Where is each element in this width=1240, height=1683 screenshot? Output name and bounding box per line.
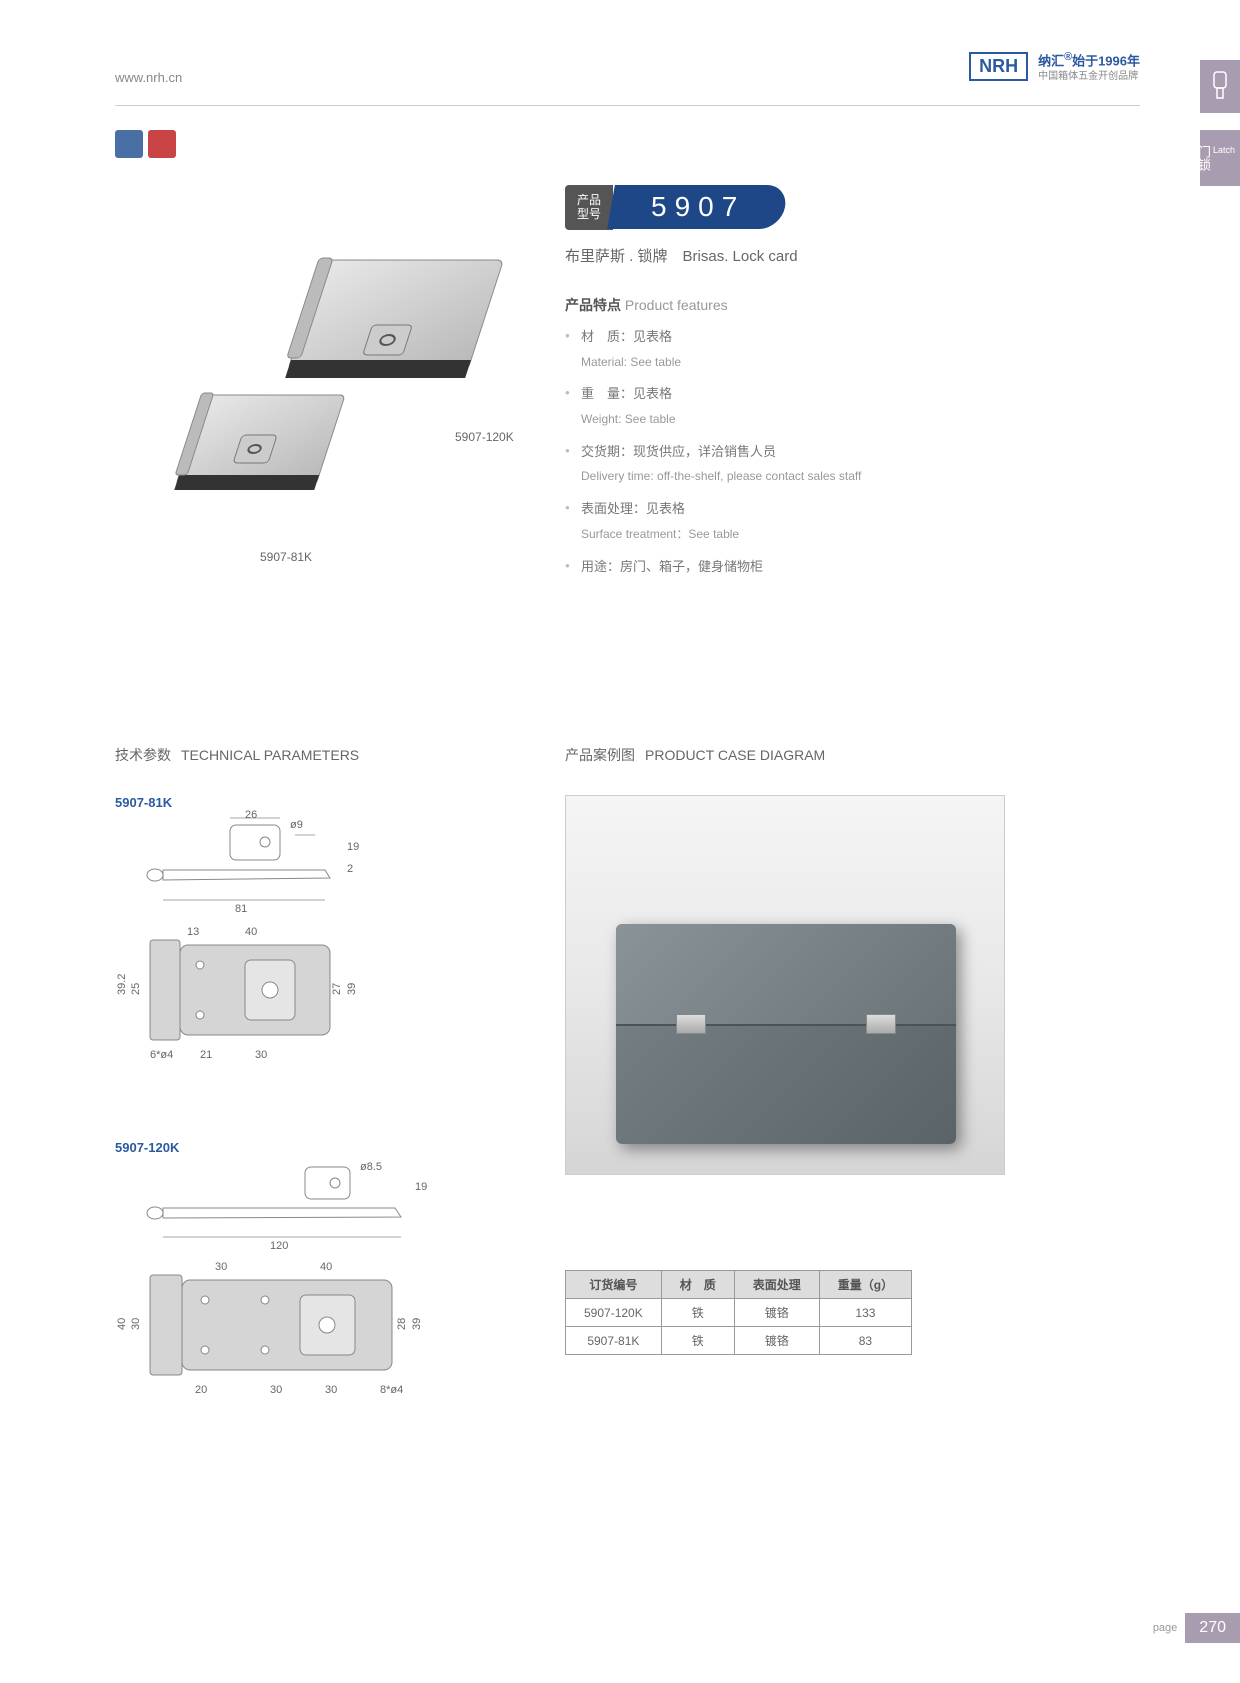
svg-text:39: 39: [411, 1318, 423, 1330]
svg-text:ø9: ø9: [290, 819, 303, 831]
side-tab-label: Latch 门锁: [1200, 130, 1240, 186]
svg-text:13: 13: [187, 926, 199, 938]
svg-text:25: 25: [130, 983, 142, 995]
svg-text:ø8.5: ø8.5: [360, 1161, 382, 1173]
svg-text:39.2: 39.2: [116, 974, 128, 995]
svg-text:30: 30: [270, 1384, 282, 1396]
svg-text:28: 28: [396, 1318, 408, 1330]
table-row: 5907-120K铁镀铬133: [566, 1299, 912, 1327]
svg-text:21: 21: [200, 1049, 212, 1061]
tool-icon: [115, 130, 143, 158]
svg-text:20: 20: [195, 1384, 207, 1396]
case-diagram-title: 产品案例图PRODUCT CASE DIAGRAM: [565, 745, 825, 765]
svg-text:81: 81: [235, 903, 247, 915]
svg-text:30: 30: [215, 1261, 227, 1273]
side-tab-icon: [1200, 60, 1240, 113]
svg-text:120: 120: [270, 1240, 288, 1252]
svg-text:6*ø4: 6*ø4: [150, 1049, 173, 1061]
spec-table: 订货编号 材 质 表面处理 重量（g） 5907-120K铁镀铬133 5907…: [565, 1270, 912, 1355]
svg-text:30: 30: [130, 1318, 142, 1330]
product-label-2: 5907-81K: [260, 550, 312, 564]
product-name: 布里萨斯 . 锁牌 Brisas. Lock card: [565, 245, 798, 266]
svg-text:19: 19: [347, 841, 359, 853]
svg-text:30: 30: [255, 1049, 267, 1061]
page-number: page 270: [1153, 1613, 1240, 1643]
svg-text:26: 26: [245, 810, 257, 821]
svg-text:2: 2: [347, 863, 353, 875]
svg-text:19: 19: [415, 1181, 427, 1193]
diagram-2-label: 5907-120K: [115, 1140, 179, 1155]
svg-text:40: 40: [245, 926, 257, 938]
svg-text:40: 40: [320, 1261, 332, 1273]
diagram-2: ø8.5 19 120 30 40 40 30 28 39 20 30 30 8…: [115, 1155, 475, 1440]
product-number: 5907: [607, 185, 789, 229]
diagram-1-label: 5907-81K: [115, 795, 172, 810]
svg-text:40: 40: [116, 1318, 128, 1330]
cad-icon: [148, 130, 176, 158]
header-brand: NRH 纳汇®始于1996年 中国箱体五金开创品牌: [969, 50, 1140, 83]
diagram-1: 26 ø9 19 2 81 13 40 39.2 25 27 39 6*ø4 2…: [115, 810, 435, 1115]
header-url: www.nrh.cn: [115, 70, 182, 85]
svg-text:27: 27: [331, 983, 343, 995]
features-list: 材 质：见表格Material: See table 重 量：见表格Weight…: [565, 325, 861, 587]
tech-params-title: 技术参数TECHNICAL PARAMETERS: [115, 745, 359, 765]
svg-text:39: 39: [346, 983, 358, 995]
features-title: 产品特点 Product features: [565, 295, 728, 315]
svg-text:8*ø4: 8*ø4: [380, 1384, 403, 1396]
table-row: 5907-81K铁镀铬83: [566, 1327, 912, 1355]
case-diagram-image: [565, 795, 1005, 1175]
logo: NRH: [969, 52, 1028, 81]
product-model-label: 产品型号: [565, 185, 613, 230]
svg-text:30: 30: [325, 1384, 337, 1396]
product-label-1: 5907-120K: [455, 430, 514, 444]
product-image-area: 5907-120K 5907-81K: [160, 240, 530, 600]
